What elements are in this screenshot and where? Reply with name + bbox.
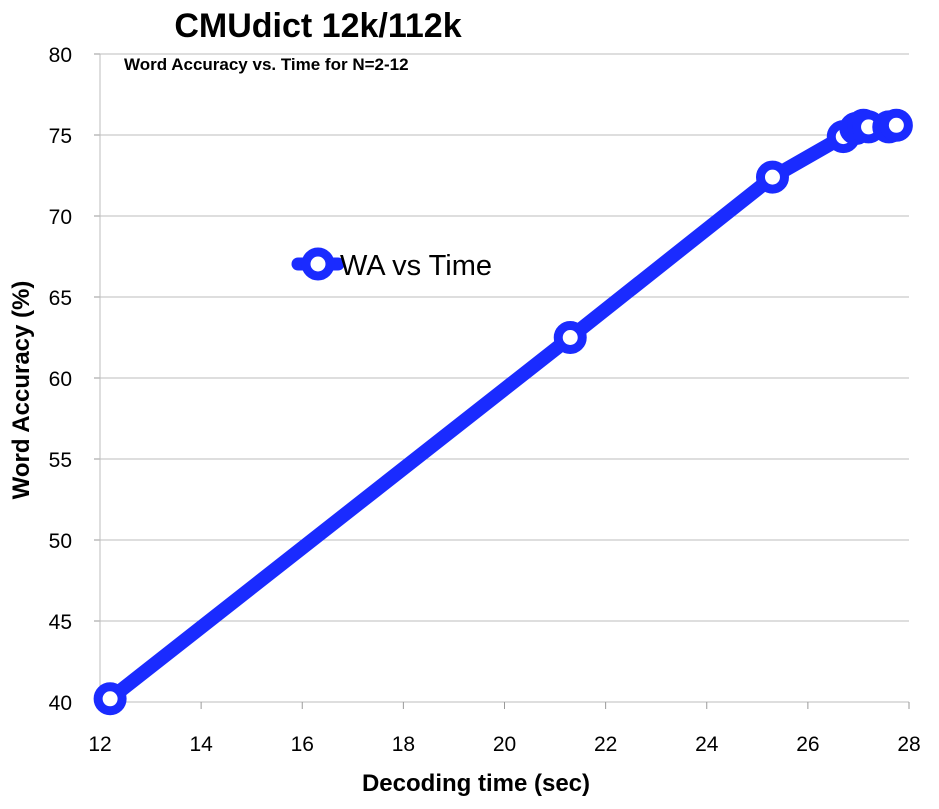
y-tick-labels: 40 45 50 55 60 65 70 75 80 — [49, 44, 72, 715]
y-axis-label: Word Accuracy (%) — [8, 281, 35, 500]
y-tick-label: 60 — [49, 368, 72, 391]
x-tick-label: 28 — [897, 733, 920, 756]
x-tick-label: 26 — [796, 733, 819, 756]
y-tick-label: 40 — [49, 692, 72, 715]
data-point — [553, 321, 587, 354]
y-tick-label: 75 — [49, 125, 72, 148]
x-tick-label: 22 — [594, 733, 617, 756]
axes — [94, 53, 910, 709]
y-tick-label: 55 — [49, 449, 72, 472]
x-tick-label: 20 — [493, 733, 516, 756]
chart-title: CMUdict 12k/112k — [174, 7, 461, 45]
x-tick-label: 14 — [189, 733, 213, 756]
x-tick-label: 16 — [291, 733, 314, 756]
x-axis-label: Decoding time (sec) — [362, 770, 590, 797]
y-tick-label: 65 — [49, 287, 72, 310]
gridlines — [100, 53, 909, 622]
x-tick-labels: 12 14 16 18 20 22 24 26 28 — [88, 733, 920, 756]
series-wa-vs-time — [93, 108, 913, 716]
x-tick-label: 24 — [695, 733, 719, 756]
y-tick-label: 70 — [49, 206, 72, 229]
legend-label: WA vs Time — [340, 250, 492, 282]
x-tick-label: 12 — [88, 733, 111, 756]
data-point — [93, 682, 127, 716]
y-tick-label: 50 — [49, 530, 72, 553]
series-line — [103, 118, 904, 706]
data-point — [755, 160, 789, 194]
x-tick-label: 18 — [392, 733, 415, 756]
y-tick-label: 45 — [49, 611, 72, 634]
chart-subtitle: Word Accuracy vs. Time for N=2-12 — [124, 55, 409, 74]
data-point — [879, 108, 913, 142]
legend-marker — [301, 247, 335, 281]
y-tick-label: 80 — [49, 44, 72, 67]
legend: WA vs Time — [291, 247, 492, 282]
